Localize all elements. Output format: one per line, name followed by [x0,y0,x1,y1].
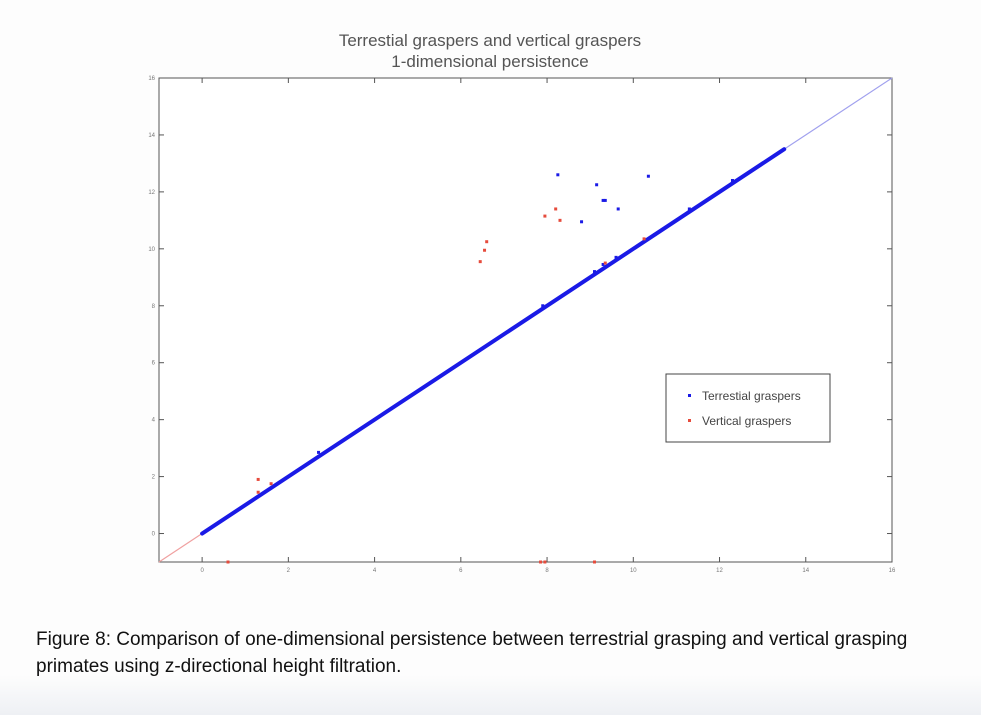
x-tick-label: 12 [716,568,723,574]
y-tick-label: 0 [152,532,156,538]
terrestrial-point [687,207,691,211]
y-tick-label: 6 [152,361,156,367]
vertical-point [543,214,547,218]
x-tick-label: 6 [459,568,463,574]
terrestrial-point [603,198,607,202]
vertical-point [539,560,543,564]
vertical-point [543,560,547,564]
x-tick-label: 8 [545,568,549,574]
chart-subtitle: 1-dimensional persistence [391,52,589,71]
legend-box [665,373,831,443]
y-tick-label: 16 [148,76,155,82]
legend-label-terrestrial: Terrestial graspers [702,389,801,403]
data-points [226,173,734,564]
terrestrial-point [653,233,657,237]
terrestrial-point [541,304,545,308]
terrestrial-diagonal-cluster [200,147,787,536]
axis-ticks: 0 2 4 6 8 10 12 14 16 0 2 4 6 8 10 12 14 16 [148,76,896,574]
y-tick-label: 2 [152,475,156,481]
terrestrial-point [646,174,650,178]
legend-label-vertical: Vertical graspers [702,414,791,428]
x-tick-label: 10 [630,568,637,574]
diagonal-line [158,77,893,563]
terrestrial-point [580,220,584,224]
vertical-point [603,261,607,265]
vertical-point [483,248,487,252]
y-tick-label: 12 [148,190,155,196]
terrestrial-point [601,198,605,202]
chart-title: Terrestial graspers and vertical grasper… [339,31,641,50]
vertical-point [269,482,273,486]
vertical-point [554,207,558,211]
vertical-point [592,560,596,564]
terrestrial-point [592,270,596,274]
x-tick-label: 16 [889,568,896,574]
figure-caption: Figure 8: Comparison of one-dimensional … [36,629,908,677]
vertical-point [226,560,230,564]
diagonal-lower-segment [158,533,203,563]
vertical-point [256,490,260,494]
terrestrial-point [601,262,605,266]
terrestrial-point [556,173,560,177]
y-tick-label: 14 [148,133,155,139]
terrestrial-point [616,207,620,211]
terrestrial-point [317,450,321,454]
y-tick-label: 4 [152,418,156,424]
terrestrial-point [614,255,618,259]
terrestrial-point [730,178,734,182]
legend-marker-vertical [688,419,691,422]
x-tick-label: 4 [373,568,377,574]
legend: Terrestial graspers Vertical graspers [665,373,831,443]
x-tick-label: 14 [802,568,809,574]
vertical-point [485,240,489,244]
vertical-point [256,477,260,481]
legend-marker-terrestrial [688,394,691,397]
page-fade [0,675,981,715]
terrestrial-point [595,183,599,187]
y-tick-label: 10 [148,247,155,253]
x-tick-label: 0 [200,568,204,574]
x-tick-label: 2 [287,568,291,574]
vertical-point [478,260,482,264]
vertical-point [642,237,646,241]
vertical-point [558,218,562,222]
y-tick-label: 8 [152,304,156,310]
